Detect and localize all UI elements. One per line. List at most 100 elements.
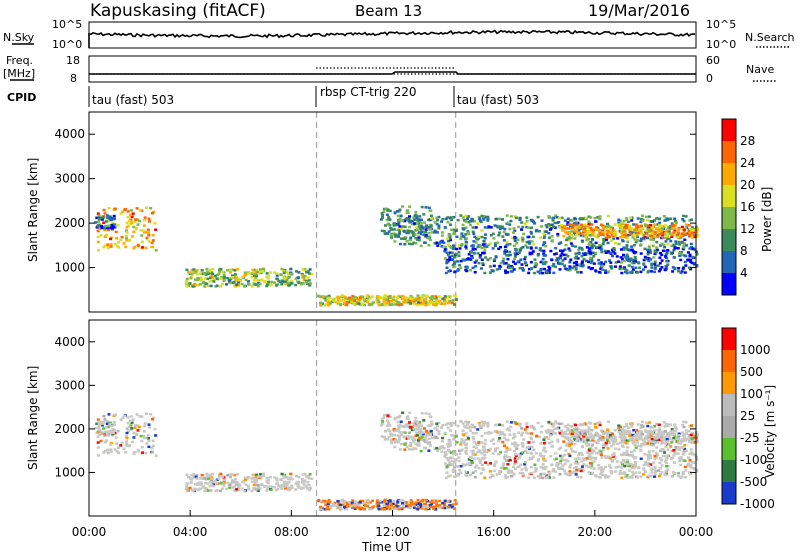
power-cell — [618, 267, 622, 271]
power-cell — [627, 264, 631, 267]
velocity-cell — [550, 422, 554, 426]
power-cell — [580, 260, 584, 263]
power-cell — [591, 231, 595, 235]
colorbar-tick-label: -1000 — [740, 497, 775, 511]
velocity-cell — [397, 507, 401, 511]
power-cell — [388, 303, 392, 307]
velocity-cell — [103, 449, 107, 453]
power-cell — [525, 219, 529, 223]
power-cell — [442, 241, 446, 245]
velocity-cell — [244, 478, 247, 481]
velocity-cell — [657, 474, 661, 478]
velocity-cell — [534, 469, 538, 472]
power-cell — [550, 258, 554, 262]
velocity-cell — [425, 430, 429, 433]
velocity-cell — [568, 443, 572, 446]
power-cell — [418, 215, 422, 218]
power-cell — [103, 228, 107, 232]
velocity-cell — [472, 457, 476, 460]
velocity-cell — [695, 439, 699, 442]
range-tick-label: 2000 — [54, 422, 85, 436]
velocity-cell — [677, 446, 681, 449]
velocity-cell — [548, 472, 552, 475]
power-cell — [676, 247, 680, 250]
velocity-cell — [388, 507, 392, 511]
velocity-cell — [414, 503, 418, 506]
velocity-cell — [307, 483, 311, 487]
velocity-cell — [553, 458, 557, 461]
power-cell — [146, 228, 150, 231]
power-cell — [429, 224, 433, 227]
power-cell — [140, 209, 144, 212]
power-cell — [109, 245, 113, 248]
power-cell — [605, 238, 608, 241]
velocity-cell — [600, 456, 604, 459]
velocity-cell — [505, 459, 509, 462]
velocity-cell — [688, 471, 691, 474]
velocity-cell — [406, 503, 409, 507]
velocity-cell — [639, 448, 643, 452]
power-cell — [582, 258, 586, 261]
power-cell — [555, 216, 559, 219]
power-cell — [517, 251, 521, 254]
power-cell — [480, 214, 484, 218]
velocity-cell — [449, 451, 453, 455]
power-cell — [552, 225, 555, 229]
velocity-cell — [455, 453, 458, 456]
power-cell — [623, 255, 627, 259]
velocity-cell — [647, 432, 651, 435]
power-cell — [219, 285, 222, 288]
power-cell — [429, 228, 433, 231]
velocity-cell — [587, 471, 591, 474]
velocity-cell — [473, 453, 477, 456]
velocity-cell — [129, 415, 133, 418]
velocity-cell — [635, 429, 639, 432]
velocity-cell — [652, 461, 656, 464]
velocity-cell — [633, 465, 637, 468]
power-cell — [695, 253, 699, 256]
velocity-cell — [296, 481, 300, 484]
power-cell — [504, 271, 508, 275]
power-cell — [244, 278, 248, 282]
power-cell — [417, 221, 421, 224]
power-cell — [451, 299, 455, 302]
velocity-cell — [417, 505, 420, 509]
power-cell — [236, 277, 240, 281]
velocity-cell — [126, 416, 130, 419]
velocity-cell — [596, 421, 600, 425]
power-cell — [126, 215, 130, 219]
power-cell — [520, 236, 524, 240]
power-cell — [689, 228, 693, 231]
velocity-cell — [410, 425, 414, 429]
power-cell — [475, 237, 478, 240]
power-cell — [568, 239, 572, 242]
velocity-cell — [569, 442, 573, 445]
power-cell — [474, 241, 478, 244]
velocity-cell — [396, 420, 400, 423]
power-cell — [692, 262, 696, 265]
power-cell — [689, 260, 693, 263]
velocity-cell — [564, 449, 568, 452]
power-cell — [574, 245, 577, 248]
velocity-cell — [301, 486, 305, 490]
power-cell — [559, 256, 562, 260]
power-cell — [303, 274, 307, 278]
velocity-cell — [425, 498, 428, 502]
velocity-cell — [636, 437, 640, 440]
power-cell — [434, 230, 438, 234]
power-cell — [343, 295, 347, 299]
velocity-cell — [647, 451, 651, 454]
velocity-cell — [383, 500, 386, 503]
power-cell — [513, 255, 517, 258]
power-cell — [125, 237, 128, 240]
power-cell — [658, 232, 662, 236]
velocity-cell — [656, 429, 660, 432]
power-cell — [501, 218, 504, 221]
velocity-cell — [103, 418, 107, 421]
power-cell — [666, 217, 670, 221]
velocity-cell — [400, 442, 403, 446]
velocity-cell — [660, 458, 664, 462]
power-cell — [236, 268, 239, 271]
power-cell — [266, 277, 270, 280]
velocity-cell — [693, 441, 697, 444]
